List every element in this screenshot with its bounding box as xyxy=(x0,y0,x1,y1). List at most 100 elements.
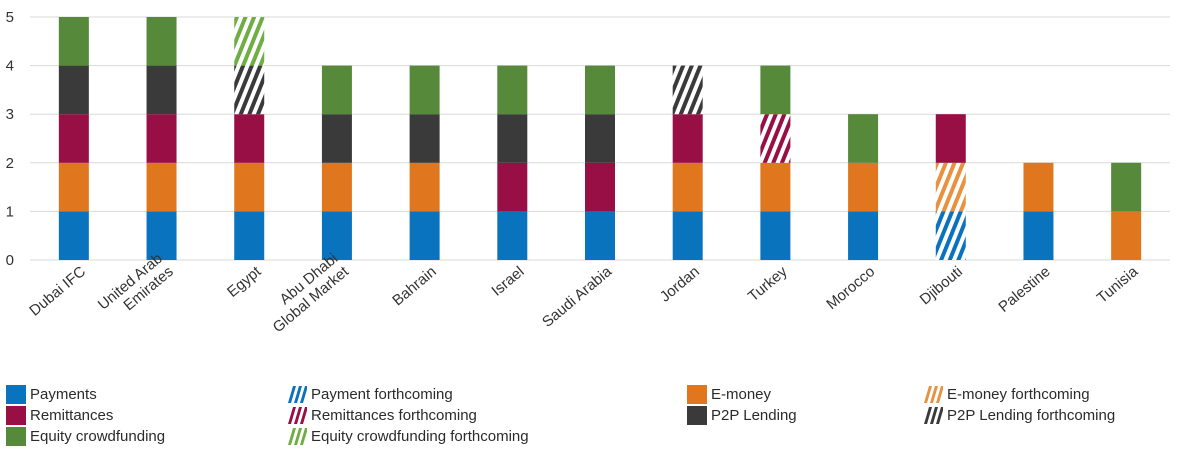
y-tick-label: 3 xyxy=(6,106,14,123)
bar-united-arab-emirates-e-money xyxy=(146,162,177,212)
hatch-swatch-icon xyxy=(288,428,307,445)
bar-egypt-payments xyxy=(234,211,265,260)
bar-abu-dhabi-global-market-equity-crowdfunding xyxy=(321,65,352,115)
bar-bahrain-p2p-lending xyxy=(409,114,440,163)
bar-egypt-e-money xyxy=(234,162,265,212)
bar-djibouti-payment-forthcoming xyxy=(935,211,966,260)
legend-item-remittances: Remittances xyxy=(6,406,113,425)
x-tick-label-dubai-ifc: Dubai IFC xyxy=(26,263,89,320)
legend-item-e-money: E-money xyxy=(687,385,771,404)
legend-swatch-payments xyxy=(6,385,26,404)
legend-swatch-remittances-forthcoming xyxy=(287,406,307,425)
bar-turkey-e-money xyxy=(760,162,791,212)
legend-item-equity-crowdfunding: Equity crowdfunding xyxy=(6,427,165,446)
legend-label-equity-crowdfunding: Equity crowdfunding xyxy=(30,428,166,445)
x-tick-label-turkey: Turkey xyxy=(745,263,791,305)
bar-israel-p2p-lending xyxy=(497,114,528,163)
legend-swatch-equity-crowdfunding xyxy=(6,427,26,446)
bar-israel-payments xyxy=(497,211,528,260)
bar-jordan-e-money xyxy=(672,162,703,212)
hatch-swatch-icon xyxy=(924,386,943,403)
legend-item-p2p-lending-forthcoming: P2P Lending forthcoming xyxy=(923,406,1115,425)
legend-item-p2p-lending: P2P Lending xyxy=(687,406,797,425)
y-tick-label: 1 xyxy=(6,203,14,220)
bar-egypt-remittances xyxy=(234,114,265,163)
bar-abu-dhabi-global-market-e-money xyxy=(321,162,352,212)
legend-swatch-remittances xyxy=(6,406,26,425)
bar-egypt-equity-crowdfunding-forthcoming xyxy=(234,17,265,66)
bar-saudi-arabia-p2p-lending xyxy=(585,114,615,163)
legend: Payments Payment forthcoming E-money E-m… xyxy=(6,385,1196,449)
bar-abu-dhabi-global-market-payments xyxy=(321,211,352,260)
legend-swatch-p2p-lending xyxy=(687,406,707,425)
bar-jordan-remittances xyxy=(672,114,703,163)
x-axis-ticks: Dubai IFC United ArabEmirates Egypt Abu Dha… xyxy=(26,250,1142,337)
bar-dubai-ifc-equity-crowdfunding xyxy=(58,17,89,66)
legend-label-payment-forthcoming: Payment forthcoming xyxy=(311,386,453,403)
legend-swatch-equity-crowdfunding-forthcoming xyxy=(287,427,307,446)
legend-label-p2p-lending-forthcoming: P2P Lending forthcoming xyxy=(947,407,1116,424)
legend-label-equity-crowdfunding-forthcoming: Equity crowdfunding forthcoming xyxy=(311,428,529,445)
x-tick-label-israel: Israel xyxy=(488,263,527,300)
bar-turkey-equity-crowdfunding xyxy=(760,65,791,115)
bar-israel-equity-crowdfunding xyxy=(497,65,528,115)
bar-dubai-ifc-p2p-lending xyxy=(58,65,89,115)
legend-label-payments: Payments xyxy=(30,386,97,403)
legend-item-e-money-forthcoming: E-money forthcoming xyxy=(923,385,1090,404)
x-tick-label-bahrain: Bahrain xyxy=(389,263,440,309)
x-tick-label-morocco: Morocco xyxy=(823,263,878,313)
legend-swatch-e-money-forthcoming xyxy=(923,385,943,404)
bar-morocco-e-money xyxy=(848,162,879,212)
y-tick-label: 0 xyxy=(6,252,14,269)
y-tick-label: 4 xyxy=(6,58,14,75)
legend-swatch-p2p-lending-forthcoming xyxy=(923,406,943,425)
legend-label-e-money-forthcoming: E-money forthcoming xyxy=(947,386,1090,403)
bar-israel-remittances xyxy=(497,162,528,212)
hatch-swatch-icon xyxy=(924,407,943,424)
legend-label-e-money: E-money xyxy=(711,386,772,403)
bar-abu-dhabi-global-market-p2p-lending xyxy=(321,114,352,163)
bar-djibouti-e-money-forthcoming xyxy=(935,162,966,212)
bar-united-arab-emirates-p2p-lending xyxy=(146,65,177,115)
bar-turkey-payments xyxy=(760,211,791,260)
bar-morocco-payments xyxy=(848,211,879,260)
bar-united-arab-emirates-payments xyxy=(146,211,177,260)
bar-bahrain-e-money xyxy=(409,162,440,212)
legend-item-equity-crowdfunding-forthcoming: Equity crowdfunding forthcoming xyxy=(287,427,529,446)
x-tick-label-abu-dhabi-global-market: Abu DhabiGlobal Market xyxy=(259,250,353,337)
hatch-swatch-icon xyxy=(288,386,307,403)
bar-bahrain-equity-crowdfunding xyxy=(409,65,440,115)
bar-palestine-e-money xyxy=(1023,162,1054,212)
x-tick-label-palestine: Palestine xyxy=(995,263,1053,316)
bar-tunisia-e-money xyxy=(1111,211,1142,260)
x-tick-label-egypt: Egypt xyxy=(224,263,265,301)
x-tick-label-jordan: Jordan xyxy=(657,263,703,306)
bar-saudi-arabia-equity-crowdfunding xyxy=(585,65,615,115)
bar-turkey-remittances-forthcoming xyxy=(760,114,791,163)
hatch-swatch-icon xyxy=(288,407,307,424)
legend-swatch-payment-forthcoming xyxy=(287,385,307,404)
legend-label-remittances: Remittances xyxy=(30,407,114,424)
y-axis-ticks: 0 1 2 3 4 5 xyxy=(6,9,14,269)
bar-bahrain-payments xyxy=(409,211,440,260)
bar-morocco-equity-crowdfunding xyxy=(848,114,879,163)
bar-jordan-payments xyxy=(672,211,703,260)
x-tick-label-tunisia: Tunisia xyxy=(1094,263,1142,307)
y-tick-label: 2 xyxy=(6,155,14,172)
bar-united-arab-emirates-equity-crowdfunding xyxy=(146,17,177,66)
bar-jordan-p2p-lending-forthcoming xyxy=(672,65,703,115)
bar-djibouti-remittances xyxy=(935,114,966,163)
bar-united-arab-emirates-remittances xyxy=(146,114,177,163)
x-tick-label-saudi-arabia: Saudi Arabia xyxy=(539,263,616,331)
bar-egypt-p2p-lending-forthcoming xyxy=(234,65,265,115)
bar-dubai-ifc-payments xyxy=(58,211,89,260)
legend-label-p2p-lending: P2P Lending xyxy=(711,407,797,424)
x-tick-label-djibouti: Djibouti xyxy=(917,263,966,308)
bar-palestine-payments xyxy=(1023,211,1054,260)
legend-label-remittances-forthcoming: Remittances forthcoming xyxy=(311,407,477,424)
bars xyxy=(58,17,1142,260)
x-tick-label-united-arab-emirates: United ArabEmirates xyxy=(95,250,177,326)
bar-saudi-arabia-payments xyxy=(585,211,615,260)
bar-dubai-ifc-remittances xyxy=(58,114,89,163)
bar-tunisia-equity-crowdfunding xyxy=(1111,162,1142,212)
